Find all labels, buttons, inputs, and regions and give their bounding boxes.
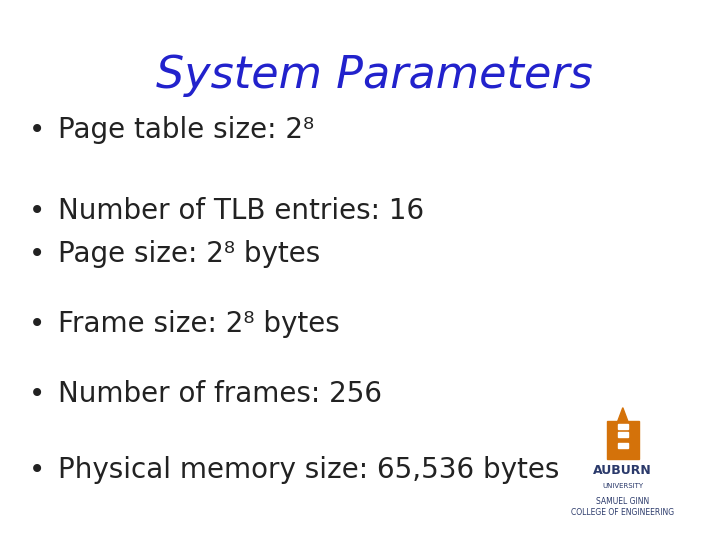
Text: •: •	[29, 240, 45, 268]
Bar	[618, 424, 628, 429]
Bar	[618, 443, 628, 448]
Text: Number of frames: 256: Number of frames: 256	[58, 380, 382, 408]
Bar	[607, 421, 639, 459]
Text: •: •	[29, 116, 45, 144]
Text: •: •	[29, 310, 45, 338]
Text: Frame size: 2⁸ bytes: Frame size: 2⁸ bytes	[58, 310, 339, 338]
Text: AUBURN: AUBURN	[593, 464, 652, 477]
Text: Number of TLB entries: 16: Number of TLB entries: 16	[58, 197, 424, 225]
Text: Physical memory size: 65,536 bytes: Physical memory size: 65,536 bytes	[58, 456, 559, 484]
Bar	[618, 432, 628, 437]
Text: System Parameters: System Parameters	[156, 54, 593, 97]
Text: •: •	[29, 456, 45, 484]
Text: •: •	[29, 197, 45, 225]
Text: COLLEGE OF ENGINEERING: COLLEGE OF ENGINEERING	[571, 508, 675, 517]
Text: UNIVERSITY: UNIVERSITY	[602, 483, 644, 489]
Text: Page size: 2⁸ bytes: Page size: 2⁸ bytes	[58, 240, 320, 268]
Text: •: •	[29, 380, 45, 408]
Text: Page table size: 2⁸: Page table size: 2⁸	[58, 116, 314, 144]
Text: SAMUEL GINN: SAMUEL GINN	[596, 497, 649, 506]
Polygon shape	[618, 408, 628, 421]
